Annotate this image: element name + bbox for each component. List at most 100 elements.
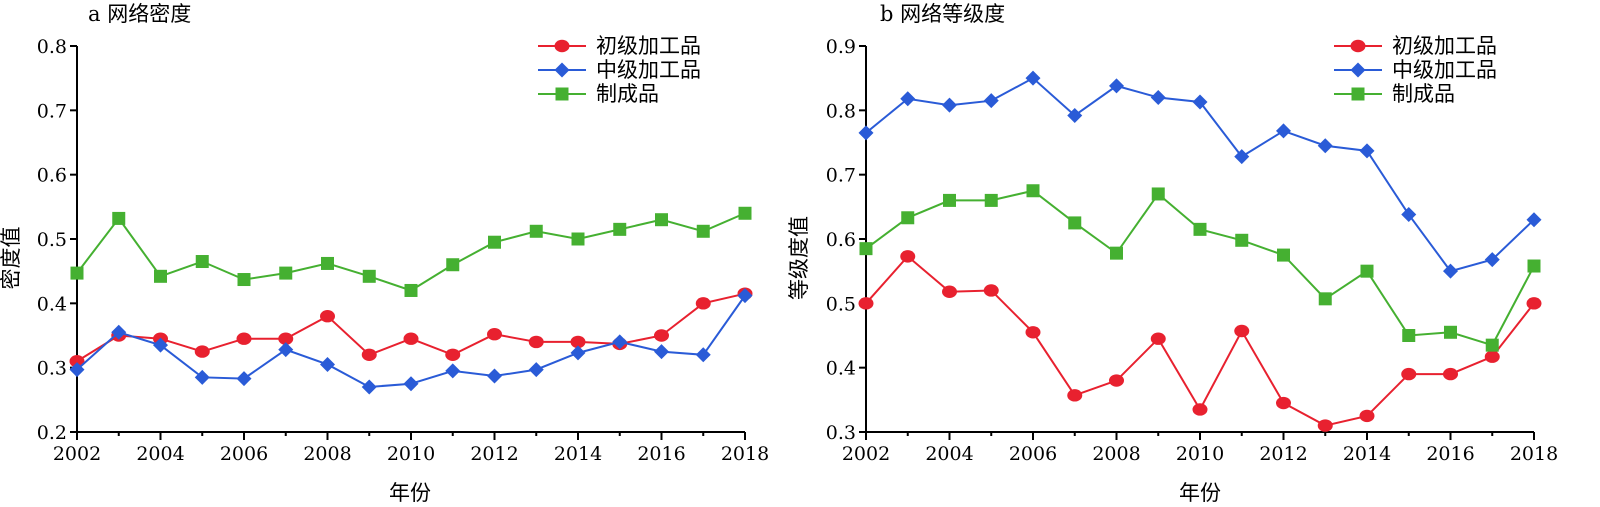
data-point xyxy=(445,348,461,361)
data-point xyxy=(1359,409,1375,423)
chart-title: b 网络等级度 xyxy=(880,2,1005,26)
data-point xyxy=(1318,292,1332,306)
y-tick-label: 0.3 xyxy=(826,422,856,444)
data-point xyxy=(278,342,294,358)
data-point xyxy=(362,269,376,283)
data-point xyxy=(487,368,502,384)
data-point xyxy=(1485,338,1499,352)
x-tick-label: 2008 xyxy=(1092,443,1140,465)
data-point xyxy=(1068,216,1082,230)
y-tick-label: 0.6 xyxy=(826,229,856,251)
x-tick-label: 2018 xyxy=(721,443,769,465)
data-point xyxy=(1234,324,1250,338)
data-point xyxy=(237,273,251,287)
chart-title: a 网络密度 xyxy=(88,2,191,26)
y-tick-label: 0.5 xyxy=(37,229,67,251)
data-point xyxy=(1443,263,1458,279)
data-point xyxy=(1526,297,1542,310)
x-tick-label: 2016 xyxy=(1426,443,1474,465)
y-tick-label: 0.9 xyxy=(826,36,856,58)
x-tick-label: 2014 xyxy=(554,443,602,465)
x-tick-label: 2016 xyxy=(637,443,685,465)
data-point xyxy=(194,369,210,385)
data-point xyxy=(112,211,126,225)
y-tick-label: 0.8 xyxy=(826,100,856,122)
series-line xyxy=(76,212,746,292)
data-point xyxy=(942,97,957,113)
data-point xyxy=(1401,207,1417,223)
data-point xyxy=(942,285,957,298)
legend-label: 初级加工品 xyxy=(1392,34,1497,58)
data-point xyxy=(321,256,334,270)
x-tick-label: 2010 xyxy=(1176,443,1224,465)
data-point xyxy=(654,344,669,360)
data-point xyxy=(859,242,873,256)
legend-label: 初级加工品 xyxy=(596,34,701,58)
y-tick-label: 0.5 xyxy=(826,293,856,315)
data-point xyxy=(1276,396,1291,410)
panel-network-hierarchy: b 网络等级度 等级度值 年份 0.3 0.4 0.5 0.6 0.7 0.8 0.9 200… xyxy=(787,2,1558,505)
data-point xyxy=(1359,143,1375,159)
data-point xyxy=(1317,419,1333,432)
data-point xyxy=(1277,248,1290,262)
x-tick-label: 2012 xyxy=(470,443,518,465)
data-point xyxy=(613,222,627,236)
data-point xyxy=(1109,374,1124,387)
data-point xyxy=(1067,107,1083,123)
data-point xyxy=(571,232,585,246)
data-point xyxy=(320,356,335,372)
series-line xyxy=(865,254,1535,427)
x-tick-label: 2010 xyxy=(387,443,435,465)
data-point xyxy=(69,362,85,378)
data-point xyxy=(1526,212,1542,228)
data-point xyxy=(1025,70,1041,86)
legend-label: 中级加工品 xyxy=(1392,58,1497,82)
data-point xyxy=(1192,403,1208,416)
data-point xyxy=(695,347,711,363)
legend-label: 制成品 xyxy=(596,82,659,106)
data-point xyxy=(1193,222,1207,236)
data-point xyxy=(655,213,668,227)
data-point xyxy=(1150,89,1166,105)
data-point xyxy=(1484,350,1500,363)
series-line xyxy=(76,292,746,363)
y-axis-label: 密度值 xyxy=(0,227,23,290)
data-point xyxy=(654,329,669,342)
data-point xyxy=(570,345,586,361)
data-point xyxy=(1317,138,1333,154)
legend-marker xyxy=(1350,39,1366,53)
data-point xyxy=(320,310,335,323)
data-point xyxy=(696,224,710,238)
data-point xyxy=(1235,233,1249,247)
y-tick-label: 0.6 xyxy=(37,165,67,187)
y-tick-label: 0.3 xyxy=(37,358,67,380)
data-point xyxy=(900,250,916,263)
data-point xyxy=(1192,94,1208,110)
data-point xyxy=(236,371,252,387)
data-point xyxy=(1026,184,1040,198)
data-point xyxy=(1110,246,1123,260)
data-point xyxy=(612,334,628,350)
data-point xyxy=(278,332,294,345)
data-point xyxy=(153,337,168,353)
legend-marker xyxy=(1351,87,1365,101)
y-tick-label: 0.7 xyxy=(37,100,67,122)
data-point xyxy=(361,348,377,361)
y-tick-label: 0.4 xyxy=(37,293,67,315)
x-tick-label: 2018 xyxy=(1510,443,1558,465)
data-point xyxy=(111,324,127,340)
data-point xyxy=(943,193,956,207)
data-point xyxy=(1276,123,1291,139)
y-tick-label: 0.4 xyxy=(826,358,856,380)
data-point xyxy=(1401,367,1417,381)
legend-marker xyxy=(1350,62,1366,78)
data-point xyxy=(194,345,210,358)
x-axis-label: 年份 xyxy=(1179,481,1221,505)
data-point xyxy=(858,297,874,310)
x-tick-label: 2008 xyxy=(303,443,351,465)
data-point xyxy=(900,91,916,107)
data-point xyxy=(1402,329,1416,342)
legend-label: 中级加工品 xyxy=(596,58,701,82)
data-point xyxy=(1443,367,1458,381)
